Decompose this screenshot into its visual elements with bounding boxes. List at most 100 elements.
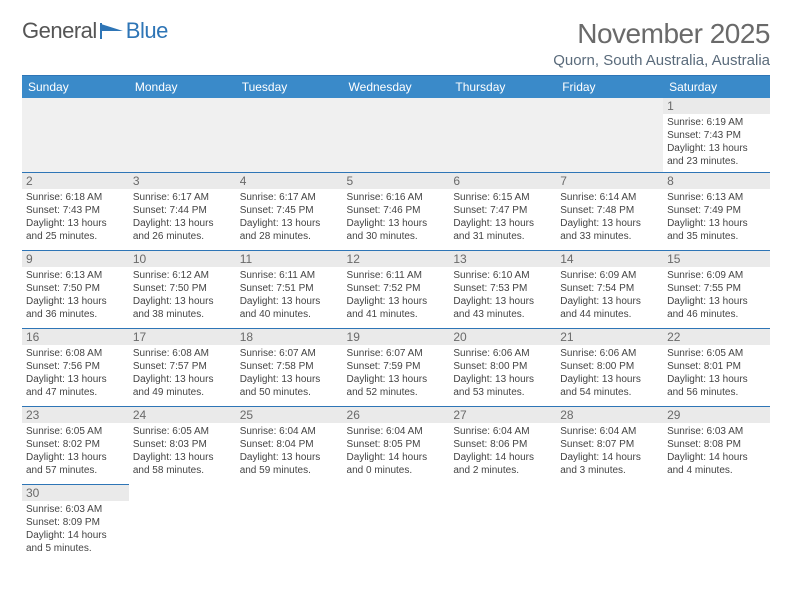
day-info: Sunrise: 6:08 AMSunset: 7:57 PMDaylight:… <box>133 347 232 399</box>
calendar-cell: 7 Sunrise: 6:14 AMSunset: 7:48 PMDaylight… <box>556 173 663 251</box>
calendar-cell: 25 Sunrise: 6:04 AMSunset: 8:04 PMDayligh… <box>236 407 343 485</box>
logo-text-blue: Blue <box>126 18 168 44</box>
day-number: 18 <box>236 329 343 345</box>
day-number: 20 <box>449 329 556 345</box>
logo-text-general: General <box>22 18 97 44</box>
day-info: Sunrise: 6:12 AMSunset: 7:50 PMDaylight:… <box>133 269 232 321</box>
day-info: Sunrise: 6:04 AMSunset: 8:04 PMDaylight:… <box>240 425 339 477</box>
day-number: 5 <box>343 173 450 189</box>
day-number: 12 <box>343 251 450 267</box>
day-header: Tuesday <box>236 76 343 98</box>
day-number: 6 <box>449 173 556 189</box>
day-number: 8 <box>663 173 770 189</box>
day-header: Monday <box>129 76 236 98</box>
calendar-cell: 28Sunrise: 6:04 AMSunset: 8:07 PMDayligh… <box>556 407 663 485</box>
day-info: Sunrise: 6:18 AMSunset: 7:43 PMDaylight:… <box>26 191 125 243</box>
day-info: Sunrise: 6:17 AMSunset: 7:45 PMDaylight:… <box>240 191 339 243</box>
day-number: 14 <box>556 251 663 267</box>
calendar-cell: 11 Sunrise: 6:11 AMSunset: 7:51 PMDayligh… <box>236 251 343 329</box>
calendar-cell: 4Sunrise: 6:17 AMSunset: 7:45 PMDaylight… <box>236 173 343 251</box>
day-number: 2 <box>22 173 129 189</box>
calendar-cell: 30Sunrise: 6:03 AMSunset: 8:09 PMDayligh… <box>22 485 129 560</box>
calendar-body: 1 Sunrise: 6:19 AMSunset: 7:43 PMDaylight… <box>22 98 770 559</box>
calendar-cell: 13Sunrise: 6:10 AMSunset: 7:53 PMDayligh… <box>449 251 556 329</box>
calendar-cell <box>663 485 770 560</box>
day-info: Sunrise: 6:04 AMSunset: 8:06 PMDaylight:… <box>453 425 552 477</box>
day-number: 15 <box>663 251 770 267</box>
calendar-cell: 29Sunrise: 6:03 AMSunset: 8:08 PMDayligh… <box>663 407 770 485</box>
calendar-cell: 26 Sunrise: 6:04 AMSunset: 8:05 PMDayligh… <box>343 407 450 485</box>
calendar-cell: 15Sunrise: 6:09 AMSunset: 7:55 PMDayligh… <box>663 251 770 329</box>
flag-icon <box>99 22 125 40</box>
day-info: Sunrise: 6:13 AMSunset: 7:50 PMDaylight:… <box>26 269 125 321</box>
day-number: 3 <box>129 173 236 189</box>
calendar-cell: 18 Sunrise: 6:07 AMSunset: 7:58 PMDayligh… <box>236 329 343 407</box>
day-number: 13 <box>449 251 556 267</box>
day-number: 22 <box>663 329 770 345</box>
calendar-cell <box>556 485 663 560</box>
day-info: Sunrise: 6:11 AMSunset: 7:52 PMDaylight:… <box>347 269 446 321</box>
title-block: November 2025 Quorn, South Australia, Au… <box>553 18 770 69</box>
calendar-table: Sunday Monday Tuesday Wednesday Thursday… <box>22 76 770 559</box>
calendar-week: 1 Sunrise: 6:19 AMSunset: 7:43 PMDaylight… <box>22 98 770 173</box>
day-info: Sunrise: 6:16 AMSunset: 7:46 PMDaylight:… <box>347 191 446 243</box>
day-number: 17 <box>129 329 236 345</box>
calendar-cell <box>129 485 236 560</box>
day-info: Sunrise: 6:05 AMSunset: 8:01 PMDaylight:… <box>667 347 766 399</box>
day-info: Sunrise: 6:17 AMSunset: 7:44 PMDaylight:… <box>133 191 232 243</box>
calendar-cell: 14Sunrise: 6:09 AMSunset: 7:54 PMDayligh… <box>556 251 663 329</box>
day-info: Sunrise: 6:08 AMSunset: 7:56 PMDaylight:… <box>26 347 125 399</box>
calendar-cell: 27 Sunrise: 6:04 AMSunset: 8:06 PMDayligh… <box>449 407 556 485</box>
calendar-cell <box>556 98 663 173</box>
calendar-cell: 16 Sunrise: 6:08 AMSunset: 7:56 PMDayligh… <box>22 329 129 407</box>
calendar-cell <box>343 485 450 560</box>
calendar-cell <box>129 98 236 173</box>
day-info: Sunrise: 6:11 AMSunset: 7:51 PMDaylight:… <box>240 269 339 321</box>
month-title: November 2025 <box>553 18 770 50</box>
location-text: Quorn, South Australia, Australia <box>553 52 770 69</box>
day-number: 11 <box>236 251 343 267</box>
day-info: Sunrise: 6:14 AMSunset: 7:48 PMDaylight:… <box>560 191 659 243</box>
day-header: Thursday <box>449 76 556 98</box>
calendar-cell <box>343 98 450 173</box>
calendar-cell: 6 Sunrise: 6:15 AMSunset: 7:47 PMDaylight… <box>449 173 556 251</box>
calendar-page: General Blue November 2025 Quorn, South … <box>0 0 792 569</box>
calendar-cell: 21Sunrise: 6:06 AMSunset: 8:00 PMDayligh… <box>556 329 663 407</box>
day-number: 25 <box>236 407 343 423</box>
calendar-cell: 1 Sunrise: 6:19 AMSunset: 7:43 PMDaylight… <box>663 98 770 173</box>
calendar-week: 2 Sunrise: 6:18 AMSunset: 7:43 PMDaylight… <box>22 173 770 251</box>
day-info: Sunrise: 6:06 AMSunset: 8:00 PMDaylight:… <box>453 347 552 399</box>
day-info: Sunrise: 6:07 AMSunset: 7:58 PMDaylight:… <box>240 347 339 399</box>
day-number: 10 <box>129 251 236 267</box>
calendar-cell <box>22 98 129 173</box>
day-number: 26 <box>343 407 450 423</box>
day-header-row: Sunday Monday Tuesday Wednesday Thursday… <box>22 76 770 98</box>
logo: General Blue <box>22 18 168 44</box>
calendar-cell: 24Sunrise: 6:05 AMSunset: 8:03 PMDayligh… <box>129 407 236 485</box>
day-number: 19 <box>343 329 450 345</box>
calendar-cell <box>236 98 343 173</box>
day-number: 1 <box>663 98 770 114</box>
day-number: 27 <box>449 407 556 423</box>
calendar-cell <box>449 485 556 560</box>
calendar-cell: 22 Sunrise: 6:05 AMSunset: 8:01 PMDayligh… <box>663 329 770 407</box>
day-header: Sunday <box>22 76 129 98</box>
calendar-cell: 19Sunrise: 6:07 AMSunset: 7:59 PMDayligh… <box>343 329 450 407</box>
calendar-week: 30Sunrise: 6:03 AMSunset: 8:09 PMDayligh… <box>22 485 770 560</box>
calendar-cell <box>449 98 556 173</box>
day-info: Sunrise: 6:19 AMSunset: 7:43 PMDaylight:… <box>667 116 766 168</box>
day-number: 28 <box>556 407 663 423</box>
day-number: 7 <box>556 173 663 189</box>
day-info: Sunrise: 6:13 AMSunset: 7:49 PMDaylight:… <box>667 191 766 243</box>
calendar-week: 9Sunrise: 6:13 AMSunset: 7:50 PMDaylight… <box>22 251 770 329</box>
day-info: Sunrise: 6:15 AMSunset: 7:47 PMDaylight:… <box>453 191 552 243</box>
calendar-cell: 8 Sunrise: 6:13 AMSunset: 7:49 PMDaylight… <box>663 173 770 251</box>
calendar-cell: 10 Sunrise: 6:12 AMSunset: 7:50 PMDayligh… <box>129 251 236 329</box>
day-header: Wednesday <box>343 76 450 98</box>
day-number: 16 <box>22 329 129 345</box>
day-info: Sunrise: 6:04 AMSunset: 8:05 PMDaylight:… <box>347 425 446 477</box>
day-info: Sunrise: 6:03 AMSunset: 8:09 PMDaylight:… <box>26 503 125 555</box>
calendar-cell: 3 Sunrise: 6:17 AMSunset: 7:44 PMDaylight… <box>129 173 236 251</box>
day-number: 21 <box>556 329 663 345</box>
day-info: Sunrise: 6:03 AMSunset: 8:08 PMDaylight:… <box>667 425 766 477</box>
